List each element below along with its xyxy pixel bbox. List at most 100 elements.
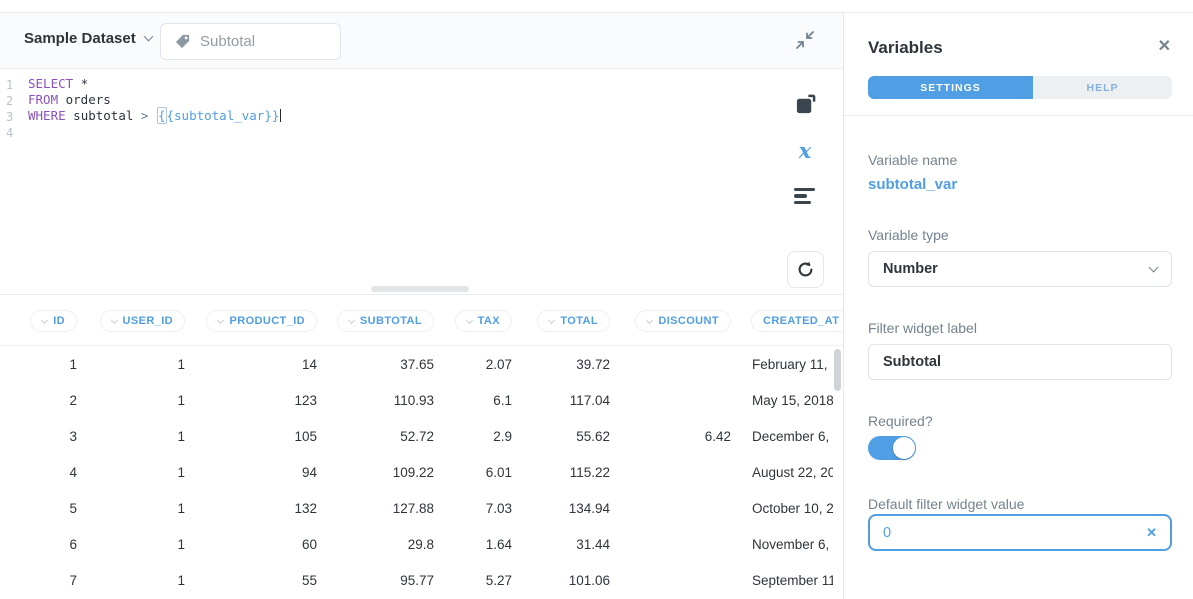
variables-button[interactable]: x — [793, 138, 817, 162]
table-cell[interactable]: 115.22 — [569, 464, 610, 480]
table-cell[interactable]: 1 — [177, 572, 185, 588]
column-header-pill[interactable]: DISCOUNT — [635, 310, 731, 332]
close-icon[interactable]: ✕ — [1157, 38, 1171, 55]
table-cell[interactable]: 14 — [301, 356, 317, 372]
table-cell[interactable]: 1 — [177, 428, 185, 444]
sql-editor[interactable]: 1 2 3 4 SELECT * FROM orders WHERE subtota… — [0, 70, 843, 294]
table-cell[interactable]: 37.65 — [400, 356, 434, 372]
table-row: 6 1 60 29.8 1.64 31.44 November 6, — [0, 526, 843, 562]
sql-code[interactable]: SELECT * FROM orders WHERE subtotal > {{su… — [28, 76, 282, 124]
chevron-down-icon — [548, 316, 556, 324]
table-cell[interactable]: 1.64 — [485, 536, 512, 552]
table-cell[interactable]: 1 — [177, 392, 185, 408]
column-header-pill[interactable]: CREATED_AT — [751, 310, 843, 332]
table-cell[interactable]: 110.93 — [393, 392, 434, 408]
table-cell[interactable]: 4 — [69, 464, 77, 480]
clear-input-icon[interactable]: ✕ — [1146, 524, 1157, 540]
table-cell[interactable]: May 15, 2018 — [752, 392, 833, 408]
table-cell[interactable]: 7.03 — [485, 500, 512, 516]
table-cell[interactable] — [610, 454, 731, 490]
filter-widget-label-input[interactable]: Subtotal — [868, 344, 1172, 380]
table-cell[interactable]: 109.22 — [392, 464, 434, 480]
required-label: Required? — [868, 413, 933, 429]
table-cell[interactable]: August 22, 20 — [752, 464, 833, 480]
table-cell[interactable]: 39.72 — [576, 356, 610, 372]
line-number: 4 — [6, 126, 14, 140]
dataset-picker[interactable]: Sample Dataset — [24, 30, 154, 47]
data-reference-button[interactable] — [793, 92, 817, 116]
table-cell[interactable]: 7 — [69, 572, 77, 588]
snippets-button[interactable] — [793, 184, 817, 208]
table-cell[interactable]: 6.1 — [493, 392, 512, 408]
table-cell[interactable]: 5.27 — [485, 572, 512, 588]
column-header-pill[interactable]: TAX — [454, 310, 512, 332]
table-cell[interactable]: 1 — [177, 536, 185, 552]
table-scrollbar[interactable] — [834, 349, 841, 391]
contract-icon — [796, 31, 814, 49]
sql-keyword: WHERE — [28, 108, 66, 123]
variable-type-select[interactable]: Number — [868, 251, 1172, 287]
table-cell[interactable]: October 10, 2 — [752, 500, 833, 516]
column-header-pill[interactable]: PRODUCT_ID — [206, 310, 317, 332]
table-cell[interactable]: February 11, — [752, 356, 828, 372]
run-query-button[interactable] — [787, 251, 824, 288]
table-cell[interactable] — [610, 562, 731, 598]
variable-type-label: Variable type — [868, 227, 949, 243]
chevron-down-icon — [143, 31, 154, 42]
variable-name-value[interactable]: subtotal_var — [868, 176, 958, 193]
table-cell[interactable]: 1 — [177, 356, 185, 372]
table-cell[interactable]: 2.07 — [485, 356, 512, 372]
table-cell[interactable]: 31.44 — [576, 536, 610, 552]
column-header-pill[interactable]: SUBTOTAL — [336, 310, 434, 332]
table-cell[interactable] — [610, 490, 731, 526]
sql-variable: { — [156, 107, 167, 124]
table-cell[interactable]: November 6, — [752, 536, 830, 552]
filter-widget-subtotal[interactable]: Subtotal — [160, 23, 341, 60]
table-cell[interactable]: 101.06 — [568, 572, 610, 588]
table-cell[interactable]: 127.88 — [392, 500, 434, 516]
table-cell[interactable]: 2 — [69, 392, 77, 408]
table-cell[interactable]: 6.01 — [485, 464, 512, 480]
default-value-input[interactable]: 0 ✕ — [868, 514, 1172, 551]
table-cell[interactable]: 1 — [177, 464, 185, 480]
table-cell[interactable]: 123 — [294, 392, 317, 408]
variable-x-icon: x — [798, 137, 812, 163]
table-cell[interactable]: September 11 — [752, 572, 833, 588]
tab-help[interactable]: HELP — [1033, 76, 1172, 99]
table-cell[interactable]: 29.8 — [407, 536, 434, 552]
column-header-id: ID — [0, 295, 77, 345]
editor-resize-handle[interactable] — [371, 286, 469, 292]
column-header-pill[interactable]: TOTAL — [537, 310, 610, 332]
table-cell[interactable]: 1 — [177, 500, 185, 516]
sql-variable: {subtotal_var}} — [166, 108, 280, 123]
column-header-pill[interactable]: USER_ID — [99, 310, 185, 332]
table-cell[interactable]: 3 — [69, 428, 77, 444]
table-cell[interactable]: 5 — [69, 500, 77, 516]
table-cell[interactable]: 55.62 — [576, 428, 610, 444]
table-cell[interactable]: 2.9 — [493, 428, 512, 444]
table-cell[interactable]: 105 — [294, 428, 317, 444]
required-toggle[interactable] — [868, 436, 916, 460]
table-cell[interactable]: 95.77 — [400, 572, 434, 588]
table-cell[interactable] — [610, 346, 731, 382]
table-cell[interactable]: 132 — [294, 500, 317, 516]
table-cell[interactable] — [610, 382, 731, 418]
collapse-editor-button[interactable] — [793, 28, 817, 52]
table-cell[interactable]: 134.94 — [568, 500, 610, 516]
tab-settings[interactable]: SETTINGS — [868, 76, 1033, 99]
table-cell[interactable] — [610, 526, 731, 562]
query-builder-main: Sample Dataset Subtotal 1 2 3 4 — [0, 13, 843, 599]
top-strip — [0, 0, 1193, 13]
table-cell[interactable]: 1 — [69, 356, 77, 372]
column-header-tax: TAX — [434, 295, 512, 345]
column-header-pill[interactable]: ID — [30, 310, 77, 332]
table-cell[interactable]: 6 — [69, 536, 77, 552]
table-cell[interactable]: 6.42 — [704, 428, 731, 444]
table-cell[interactable]: 94 — [301, 464, 317, 480]
table-cell[interactable]: 55 — [301, 572, 317, 588]
table-cell[interactable]: 52.72 — [400, 428, 434, 444]
sql-text: subtotal — [65, 108, 141, 123]
table-cell[interactable]: 60 — [301, 536, 317, 552]
table-cell[interactable]: December 6, — [752, 428, 830, 444]
table-cell[interactable]: 117.04 — [569, 392, 610, 408]
